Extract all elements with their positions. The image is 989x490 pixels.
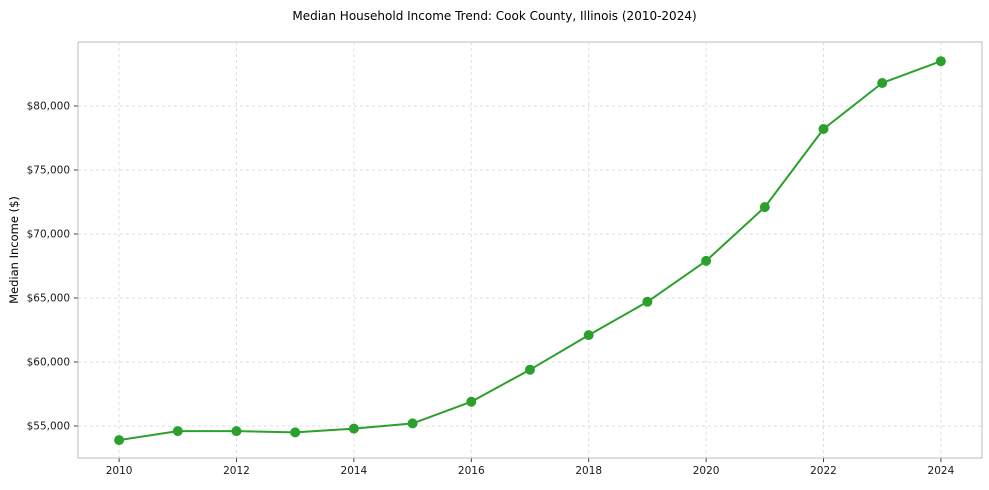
data-point-marker — [642, 296, 653, 307]
plot-border — [77, 41, 983, 459]
data-point-marker — [759, 202, 770, 213]
y-tick-label: $60,000 — [27, 357, 70, 369]
y-tick-label: $80,000 — [27, 101, 70, 113]
y-tick-label: $75,000 — [27, 165, 70, 177]
y-tick-label: $65,000 — [27, 293, 70, 305]
x-tick-label: 2012 — [223, 465, 250, 477]
y-tick-label: $70,000 — [27, 229, 70, 241]
data-point-marker — [935, 56, 946, 67]
data-point-marker — [701, 255, 712, 266]
data-point-marker — [290, 427, 301, 438]
y-tick-label: $55,000 — [27, 421, 70, 433]
x-tick-label: 2010 — [106, 465, 133, 477]
data-point-marker — [877, 78, 888, 88]
x-tick-label: 2020 — [693, 465, 720, 477]
x-tick-label: 2016 — [458, 465, 485, 477]
data-point-marker — [407, 418, 418, 429]
data-point-marker — [583, 330, 594, 341]
data-point-marker — [231, 426, 242, 437]
data-point-marker — [525, 364, 535, 375]
x-tick-label: 2014 — [341, 465, 368, 477]
data-point-marker — [818, 124, 829, 134]
data-point-marker — [466, 396, 477, 407]
x-tick-label: 2024 — [928, 465, 955, 477]
plot-background — [78, 42, 982, 458]
x-tick-label: 2018 — [575, 465, 602, 477]
x-tick-label: 2022 — [810, 465, 837, 477]
data-point-marker — [348, 423, 359, 434]
data-point-marker — [172, 426, 183, 437]
chart-title: Median Household Income Trend: Cook Coun… — [292, 9, 697, 23]
data-point-marker — [114, 435, 125, 446]
